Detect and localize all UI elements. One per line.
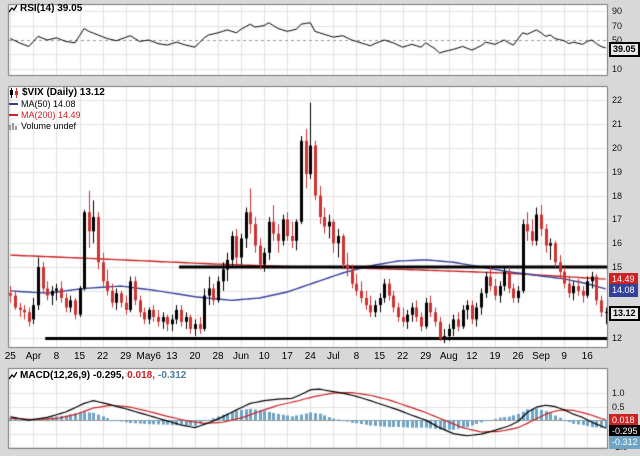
y-axis-label: 0.5 [612,401,625,412]
x-axis-label: 29 [420,351,432,362]
x-axis-label: Jun [233,351,250,362]
rsi-title: RSI(14) 39.05 [20,3,83,14]
y-axis-label: 22 [612,95,623,106]
x-axis-label: 16 [581,351,593,362]
axis-value-badge: -0.312 [609,435,640,449]
volume-label: Volume undef [21,120,77,131]
y-axis-label: 10 [612,63,623,74]
x-axis-label: 9 [561,351,567,362]
y-axis-label: 16 [612,238,623,249]
macd-signal-value: 0.018, [127,370,155,381]
price-title: $VIX (Daily) 13.12 [22,87,105,98]
x-axis-label: Jul [326,351,340,362]
x-axis-label: May6 [136,351,161,362]
macd-line-value: -0.295, [93,370,125,381]
y-axis-label: 20 [612,142,623,153]
candlestick-icon [9,87,19,98]
x-axis-label: Aug [439,351,458,362]
ma200-swatch [9,113,18,116]
x-axis-label: 8 [353,351,360,362]
axis-value-badge: 14.08 [609,284,638,298]
macd-title: MACD(12,26,9) [20,370,91,381]
x-axis-label: 28 [212,351,224,362]
y-axis-label: 18 [612,190,623,201]
x-axis-label: 10 [258,351,270,362]
y-axis-label: 15 [612,262,623,273]
x-axis-label: 20 [189,351,201,362]
price-legend: $VIX (Daily) 13.12 MA(50) 14.08 MA(200) … [9,87,105,131]
y-axis-label: 17 [612,214,623,225]
volume-icon [9,122,18,130]
x-axis-label: 13 [166,351,178,362]
macd-histogram-value: -0.312 [157,370,187,381]
axis-value-badge: 13.12 [609,305,640,321]
rsi-legend: RSI(14) 39.05 [9,3,82,14]
x-axis-label: Apr [25,351,42,362]
y-axis-label: 19 [612,166,623,177]
x-axis-label: 22 [397,351,409,362]
x-axis-label: 15 [373,351,386,362]
y-axis-label: 21 [612,119,623,130]
x-axis-label: 26 [512,351,524,362]
ma200-label: MA(200) 14.49 [21,109,81,120]
y-axis-label: 1.0 [612,388,625,399]
x-axis-label: Sep [532,351,550,362]
x-axis-label: 8 [53,351,60,362]
y-axis-label: 90 [612,6,623,17]
axis-value-badge: 39.05 [609,41,640,57]
ma50-swatch [9,102,18,105]
x-axis-label: 29 [120,351,132,362]
indicator-icon [9,371,17,380]
y-axis-label: 50 [612,35,623,45]
x-axis-label: 22 [97,351,109,362]
x-axis-label: 15 [73,351,86,362]
macd-legend: MACD(12,26,9) -0.295, 0.018, -0.312 [9,370,186,381]
y-axis-label: 70 [612,20,623,31]
x-axis-label: 17 [281,351,293,362]
ma50-label: MA(50) 14.08 [21,98,76,109]
x-axis-label: 25 [4,351,16,362]
y-axis-label: 12 [612,333,623,344]
indicator-icon [9,4,17,13]
x-axis-label: 24 [304,351,316,362]
x-axis-label: 19 [489,351,501,362]
x-axis-label: 12 [466,351,478,362]
